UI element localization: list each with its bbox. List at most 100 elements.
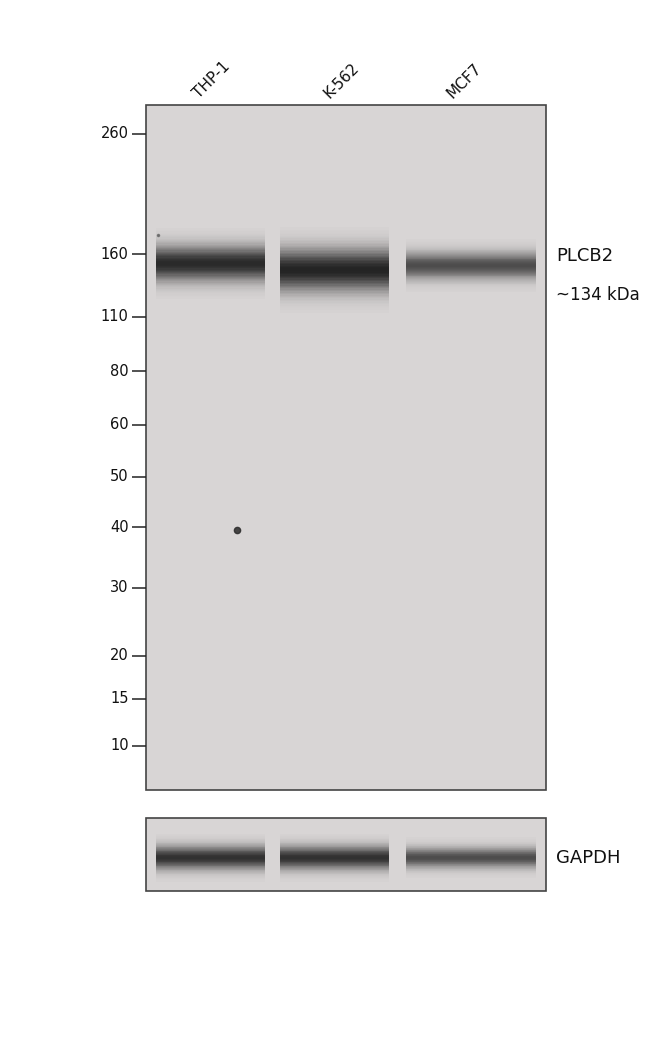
Bar [156,266,265,267]
Bar [156,246,265,247]
Text: 260: 260 [101,127,129,141]
Bar [156,263,265,264]
Bar [280,235,389,237]
Bar [280,234,389,235]
Bar [280,296,389,297]
Bar [156,265,265,266]
Bar [156,249,265,250]
Bar [156,289,265,290]
Bar [156,228,265,229]
Bar [156,264,265,265]
Text: 110: 110 [101,310,129,324]
Bar [156,277,265,278]
Bar [280,227,389,228]
Bar [156,291,265,292]
Bar [156,257,265,258]
Bar [156,273,265,274]
Bar [280,265,389,266]
Bar [156,254,265,255]
Bar [156,262,265,263]
Bar [280,292,389,293]
Bar [156,270,265,271]
Bar [280,280,389,281]
Bar [280,243,389,244]
Text: GAPDH: GAPDH [556,848,620,867]
Bar [280,287,389,289]
Bar [156,281,265,282]
Bar [280,312,389,313]
Bar [156,287,265,288]
Bar [280,237,389,238]
Bar [156,244,265,245]
Text: 15: 15 [111,691,129,706]
Bar [280,274,389,275]
Text: 10: 10 [110,738,129,753]
Bar [280,244,389,246]
Text: ~134 kDa: ~134 kDa [556,286,640,304]
Bar [156,295,265,296]
Bar [156,256,265,257]
Bar [156,236,265,237]
Bar [280,298,389,300]
Bar [156,288,265,289]
Bar [156,292,265,293]
Bar [280,238,389,240]
Bar [156,240,265,241]
Bar [156,235,265,236]
Bar [156,258,265,260]
Bar [156,269,265,270]
Bar [280,247,389,248]
Bar [280,231,389,232]
Bar [156,296,265,297]
Bar [156,267,265,269]
Bar [156,237,265,238]
Bar [280,257,389,258]
Bar [280,294,389,296]
Bar [156,260,265,262]
Bar [280,254,389,255]
Text: K-562: K-562 [321,61,362,101]
Bar [156,255,265,256]
Bar [146,105,546,790]
Bar [156,231,265,232]
Bar [280,286,389,287]
Bar [280,251,389,253]
Bar [280,273,389,274]
Text: 160: 160 [101,247,129,262]
Text: THP-1: THP-1 [191,60,233,101]
Text: 60: 60 [110,417,129,432]
Bar [156,247,265,248]
Bar [156,230,265,231]
Bar [146,818,546,891]
Bar [280,271,389,273]
Bar [156,274,265,275]
Text: PLCB2: PLCB2 [556,247,613,266]
Bar [280,250,389,251]
Bar [156,232,265,234]
Text: 30: 30 [111,581,129,595]
Text: 50: 50 [110,470,129,484]
Bar [280,278,389,280]
Text: 40: 40 [110,520,129,535]
Bar [156,234,265,235]
Bar [280,289,389,290]
Bar [280,230,389,231]
Bar [280,300,389,301]
Bar [156,229,265,230]
Bar [280,242,389,243]
Bar [280,270,389,271]
Bar [280,253,389,254]
Bar [156,297,265,298]
Text: 20: 20 [110,649,129,663]
Bar [280,275,389,277]
Bar [156,250,265,252]
Bar [280,302,389,304]
Bar [156,283,265,286]
Bar [280,258,389,259]
Bar [156,286,265,287]
Bar [156,298,265,299]
Bar [280,281,389,282]
Text: 80: 80 [110,364,129,379]
Bar [280,266,389,267]
Bar [156,245,265,246]
